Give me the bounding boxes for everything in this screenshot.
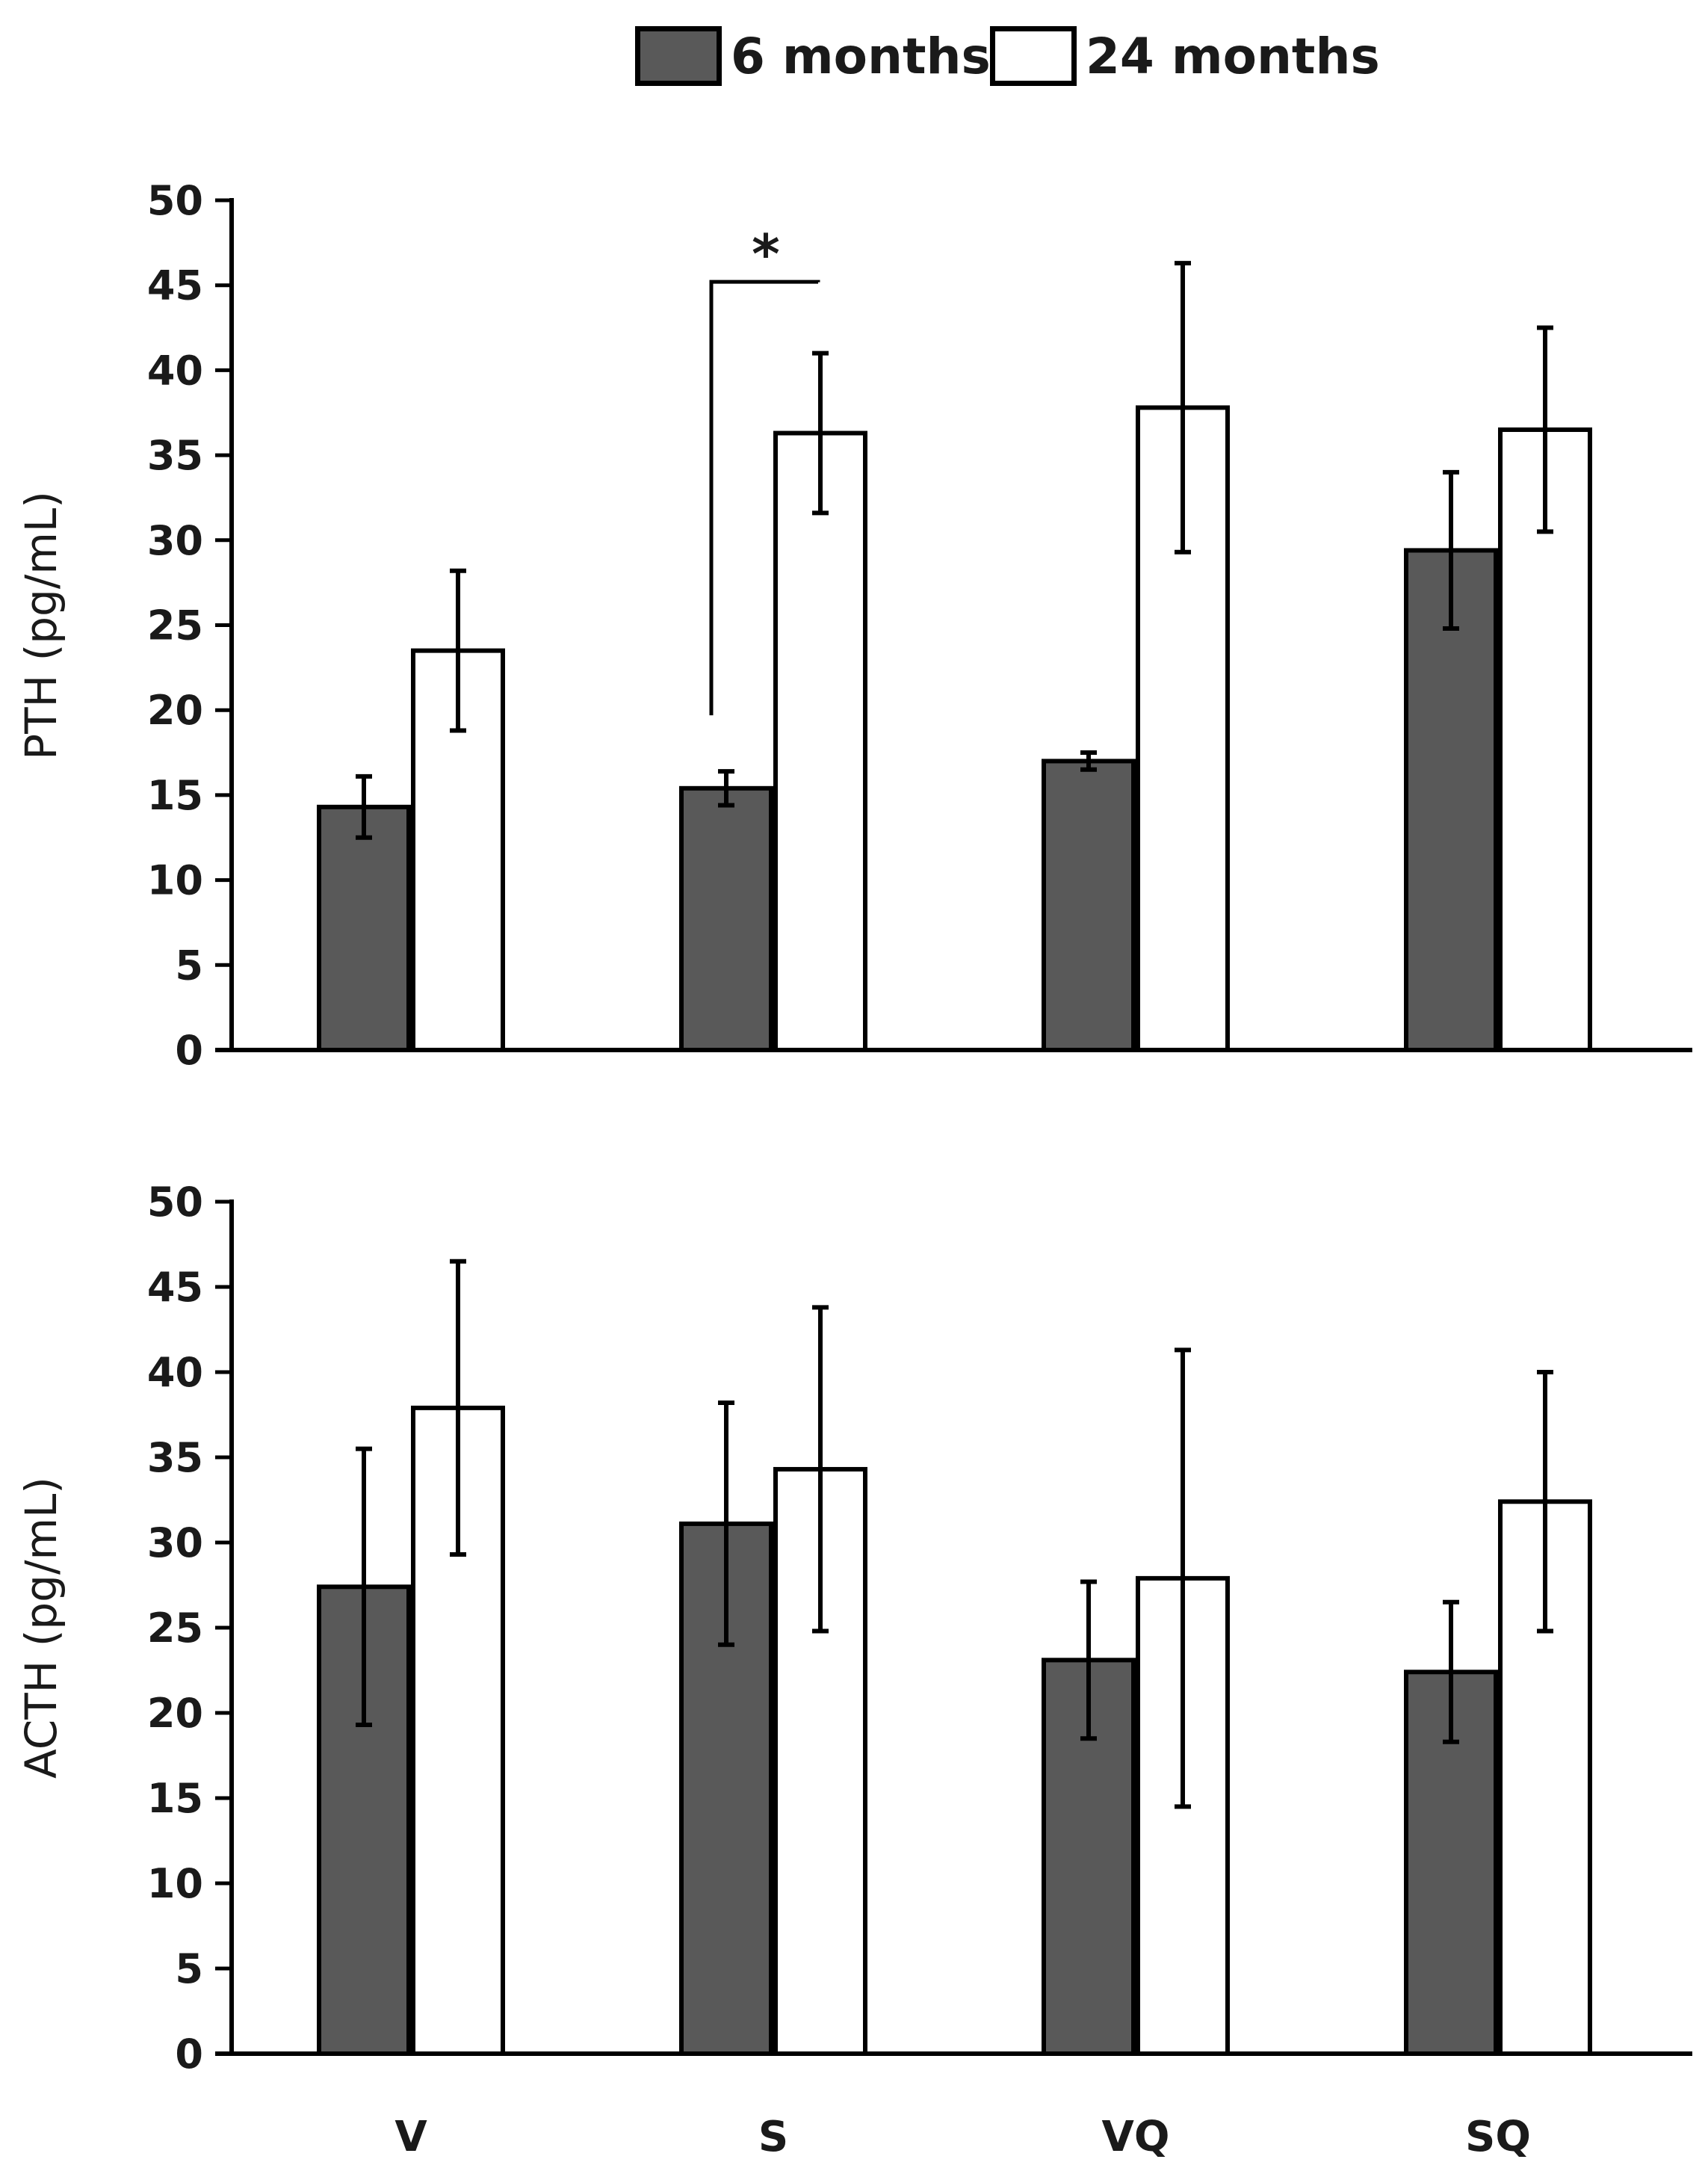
legend-item-6-months: 6 months bbox=[635, 22, 991, 90]
legend-label-24-months: 24 months bbox=[1086, 27, 1380, 85]
y-tick-label: 0 bbox=[175, 1027, 203, 1074]
y-tick-label: 40 bbox=[147, 1349, 203, 1396]
y-tick-label: 30 bbox=[147, 1519, 203, 1566]
y-tick-label: 10 bbox=[147, 1860, 203, 1907]
bar-sq-6-months bbox=[1404, 1670, 1498, 2057]
legend: 6 months 24 months bbox=[0, 0, 1708, 112]
y-tick-label: 5 bbox=[175, 1945, 203, 1992]
y-axis-label: PTH (pg/mL) bbox=[16, 491, 66, 760]
bar-vq-6-months bbox=[1042, 759, 1136, 1052]
y-tick-label: 45 bbox=[147, 1264, 203, 1311]
y-tick-label: 0 bbox=[175, 2031, 203, 2078]
significance-asterisk: * bbox=[752, 223, 780, 285]
y-tick-label: 50 bbox=[147, 177, 203, 224]
legend-item-24-months: 24 months bbox=[990, 22, 1380, 90]
y-tick-label: 40 bbox=[147, 347, 203, 394]
chart-panel-1: 0 5 10 15 20 25 30 35 40 45 50 PTH (pg/mL) * bbox=[16, 177, 1692, 1074]
y-tick-label: 25 bbox=[147, 602, 203, 649]
legend-swatch-6-months bbox=[635, 26, 722, 86]
bar-s-6-months bbox=[679, 785, 773, 1052]
x-category-label-s: S bbox=[758, 2113, 788, 2161]
y-tick-label: 10 bbox=[147, 857, 203, 904]
y-tick-label: 30 bbox=[147, 517, 203, 564]
y-tick-label: 25 bbox=[147, 1605, 203, 1652]
y-tick-label: 50 bbox=[147, 1179, 203, 1226]
y-tick-label: 45 bbox=[147, 262, 203, 309]
legend-label-6-months: 6 months bbox=[731, 27, 991, 85]
bar-s-24-months bbox=[773, 430, 867, 1052]
y-tick-label: 20 bbox=[147, 687, 203, 734]
bar-v-6-months bbox=[317, 804, 411, 1052]
significance-bracket bbox=[709, 280, 820, 716]
legend-swatch-24-months bbox=[990, 26, 1077, 86]
y-tick-label: 35 bbox=[147, 432, 203, 479]
y-tick-label: 20 bbox=[147, 1690, 203, 1737]
y-tick-label: 5 bbox=[175, 942, 203, 989]
y-tick-label: 35 bbox=[147, 1434, 203, 1481]
x-category-label-v: V bbox=[394, 2113, 427, 2161]
x-category-label-vq: VQ bbox=[1102, 2113, 1170, 2161]
y-tick-label: 15 bbox=[147, 772, 203, 819]
chart-panel-2: 0 5 10 15 20 25 30 35 40 45 50 ACTH (pg/mL) V S VQ SQ bbox=[16, 1179, 1692, 2161]
y-tick-label: 15 bbox=[147, 1775, 203, 1822]
x-category-label-sq: SQ bbox=[1465, 2113, 1531, 2161]
y-axis-label: ACTH (pg/mL) bbox=[16, 1477, 66, 1779]
